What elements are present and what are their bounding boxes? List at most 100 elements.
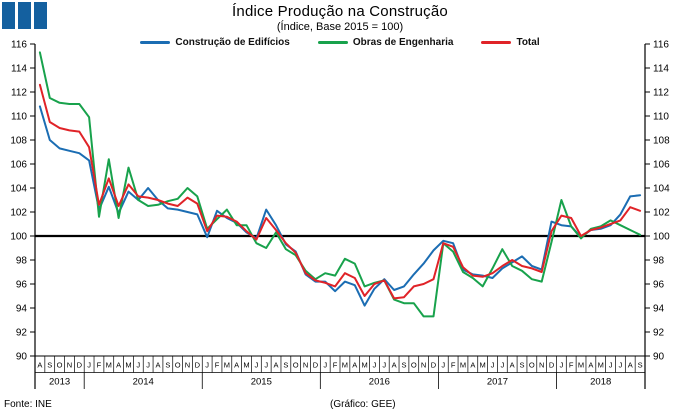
legend-swatch-engenharia [317, 40, 348, 45]
y-tick-label-left: 94 [16, 304, 28, 315]
y-tick-label-left: 102 [10, 208, 27, 219]
month-label: O [411, 361, 417, 370]
y-tick-label-right: 114 [653, 64, 669, 75]
legend-label-total: Total [516, 37, 540, 48]
month-label: J [146, 361, 150, 370]
y-tick-label-left: 112 [11, 88, 27, 99]
month-label: M [578, 361, 584, 370]
month-label: O [175, 361, 181, 370]
footer-source: Fonte: INE [4, 399, 52, 410]
month-label: F [451, 361, 456, 370]
month-label: J [559, 361, 563, 370]
month-label: F [97, 361, 102, 370]
y-tick-label-left: 110 [11, 112, 27, 123]
y-tick-label-left: 114 [11, 64, 27, 75]
y-tick-label-right: 106 [653, 160, 670, 171]
page-title: Índice Produção na Construção [232, 3, 448, 20]
year-label: 2018 [590, 377, 611, 388]
y-tick-label-right: 98 [653, 256, 665, 267]
month-label: M [224, 361, 230, 370]
month-label: A [392, 361, 397, 370]
month-label: J [254, 361, 258, 370]
legend-swatch-edificios [140, 40, 171, 45]
y-tick-label-left: 96 [16, 280, 28, 291]
year-label: 2017 [487, 377, 508, 388]
y-tick-label-left: 100 [10, 232, 27, 243]
y-tick-label-left: 90 [16, 352, 28, 363]
y-tick-label-left: 98 [16, 256, 28, 267]
month-label: M [243, 361, 249, 370]
y-tick-label-right: 112 [653, 88, 669, 99]
y-tick-label-left: 104 [10, 184, 27, 195]
month-label: J [205, 361, 209, 370]
month-label: A [274, 361, 279, 370]
month-label: D [195, 361, 201, 370]
month-label: M [361, 361, 367, 370]
page-subtitle: (Índice, Base 2015 = 100) [276, 21, 404, 33]
series-line-constru-o-de-edif-cios [38, 105, 642, 307]
month-label: D [313, 361, 319, 370]
month-label: J [441, 361, 445, 370]
legend-label-engenharia: Obras de Engenharia [352, 37, 454, 48]
series-line-total [38, 83, 642, 300]
month-label: A [588, 361, 593, 370]
month-label: N [421, 361, 426, 370]
month-label: J [87, 361, 91, 370]
legend-swatch-total [481, 40, 512, 45]
series-line-obras-de-engenharia [38, 51, 642, 318]
y-tick-label-right: 96 [653, 280, 665, 291]
y-tick-label-right: 100 [653, 232, 670, 243]
month-label: D [431, 361, 437, 370]
y-tick-label-right: 90 [653, 352, 665, 363]
month-label: M [342, 361, 348, 370]
logo-square [2, 2, 15, 29]
year-label: 2013 [49, 377, 70, 388]
y-tick-label-left: 92 [16, 328, 28, 339]
month-label: J [619, 361, 623, 370]
legend-item-total: Total [481, 37, 540, 48]
month-label: M [460, 361, 466, 370]
month-label: O [57, 361, 63, 370]
month-label: A [234, 361, 239, 370]
logo-square [34, 2, 47, 29]
month-label: J [373, 361, 377, 370]
month-label: N [67, 361, 72, 370]
month-label: J [609, 361, 613, 370]
month-label: M [598, 361, 604, 370]
month-label: A [470, 361, 475, 370]
month-label: A [155, 361, 160, 370]
y-tick-label-right: 110 [653, 112, 669, 123]
month-label: A [352, 361, 357, 370]
month-label: A [116, 361, 121, 370]
month-label: S [165, 361, 170, 370]
y-tick-label-right: 102 [653, 208, 670, 219]
logo-square [18, 2, 31, 29]
month-label: F [215, 361, 220, 370]
month-label: J [500, 361, 504, 370]
month-label: D [549, 361, 555, 370]
month-label: J [264, 361, 268, 370]
month-label: J [323, 361, 327, 370]
month-label: J [382, 361, 386, 370]
month-label: D [77, 361, 83, 370]
y-tick-label-right: 116 [653, 40, 669, 51]
legend-item-engenharia: Obras de Engenharia [317, 37, 454, 48]
logo [2, 2, 47, 29]
month-label: A [510, 361, 515, 370]
y-tick-label-right: 92 [653, 328, 665, 339]
month-label: S [47, 361, 52, 370]
month-label: O [529, 361, 535, 370]
footer-credit: (Gráfico: GEE) [330, 399, 396, 410]
month-label: J [491, 361, 495, 370]
y-tick-label-right: 108 [653, 136, 670, 147]
month-label: F [333, 361, 338, 370]
legend-item-edificios: Construção de Edifícios [140, 37, 290, 48]
year-label: 2016 [369, 377, 390, 388]
year-label: 2015 [251, 377, 272, 388]
month-label: J [136, 361, 140, 370]
month-label: A [628, 361, 633, 370]
month-label: M [106, 361, 112, 370]
month-label: S [401, 361, 406, 370]
month-label: A [37, 361, 42, 370]
